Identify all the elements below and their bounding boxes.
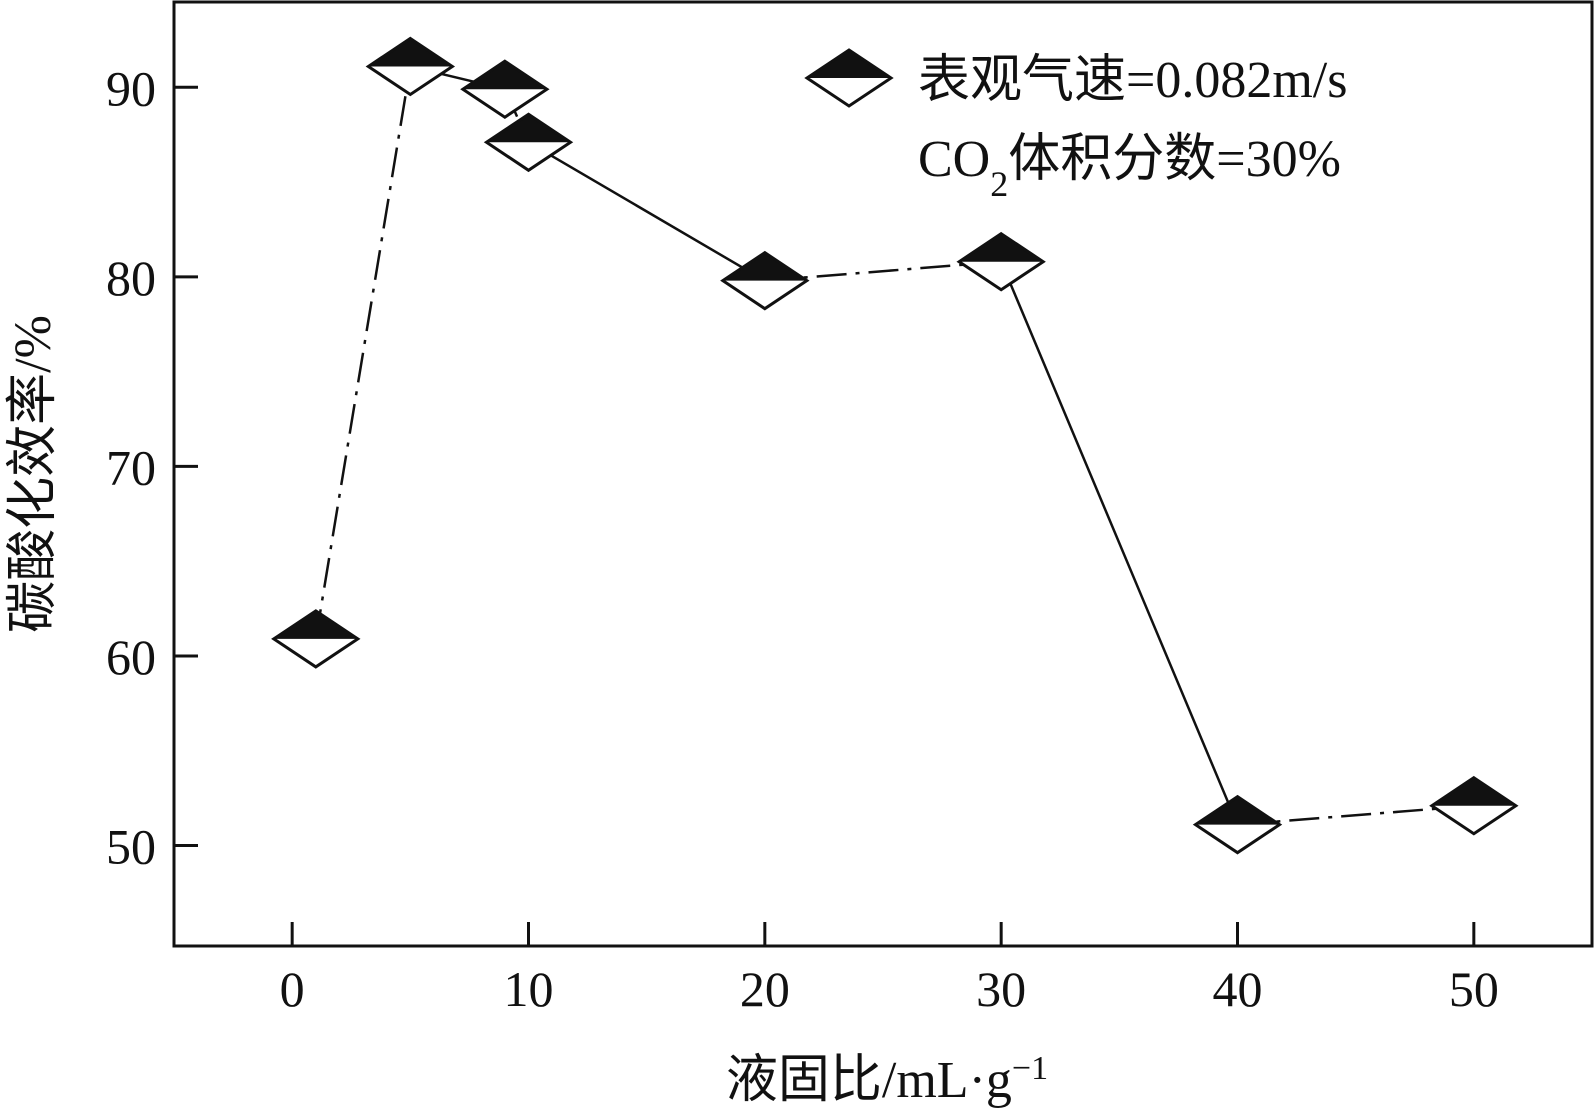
x-tick-label: 10	[504, 961, 554, 1017]
data-point-marker	[956, 231, 1046, 292]
x-tick-label: 50	[1449, 961, 1499, 1017]
y-tick-label: 50	[106, 819, 156, 875]
y-tick-label: 60	[106, 629, 156, 685]
x-tick-label: 30	[976, 961, 1026, 1017]
x-tick-label: 40	[1213, 961, 1263, 1017]
data-point-marker	[483, 112, 574, 173]
data-point-marker	[720, 250, 810, 311]
x-axis-title: 液固比/mL·g−1	[726, 1050, 1048, 1109]
data-point-marker	[365, 36, 456, 97]
y-axis-ticks: 50 60 70 80 90	[106, 60, 198, 875]
y-tick-label: 70	[106, 439, 156, 495]
data-series	[271, 36, 1519, 855]
series-line-segment	[1000, 261, 1239, 826]
data-point-marker	[460, 59, 550, 119]
legend-line-2: CO2体积分数=30%	[918, 131, 1341, 204]
data-point-marker	[271, 609, 361, 669]
series-line-segment	[527, 141, 766, 282]
data-point-marker	[1192, 794, 1283, 855]
legend: 表观气速=0.082m/s CO2体积分数=30%	[804, 48, 1347, 204]
legend-marker-icon	[804, 48, 894, 108]
series-line-segment	[314, 66, 412, 640]
legend-diamond-icon	[804, 48, 894, 108]
plot-frame	[172, 0, 1594, 948]
x-axis-ticks: 0 10 20 30 40 50	[280, 922, 1499, 1017]
y-axis-title: 碳酸化效率/%	[5, 315, 62, 633]
y-tick-label: 90	[106, 60, 156, 116]
data-point-marker	[1429, 775, 1519, 836]
legend-line-1: 表观气速=0.082m/s	[918, 52, 1347, 109]
y-tick-label: 80	[106, 250, 156, 306]
x-tick-label: 20	[740, 961, 790, 1017]
x-tick-label: 0	[280, 961, 305, 1017]
